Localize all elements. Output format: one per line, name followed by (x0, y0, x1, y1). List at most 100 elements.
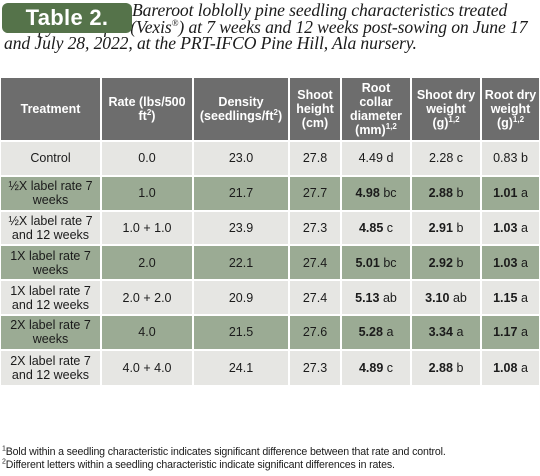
significance-letter: b (520, 151, 528, 166)
footnotes: 1Bold within a seedling characteristic i… (2, 445, 538, 472)
cell-shoot-dry-weight: 2.92 b (411, 244, 482, 281)
cell-root-dry-weight: 1.08 a (481, 348, 539, 385)
cell-rate: 1.0 (101, 174, 194, 211)
significance-letter: ab (452, 290, 467, 305)
significance-letter: b (456, 360, 464, 375)
cell-value: 0.83 (493, 151, 518, 166)
registered-mark: ® (171, 17, 179, 28)
table-row: 2X label rate 7 and 12 weeks 4.0 + 4.0 24.… (1, 348, 539, 385)
cell-root-collar-diameter: 4.85 c (341, 209, 412, 246)
cell-shoot-dry-weight: 2.88 b (411, 174, 482, 211)
header-root-dry-weight: Root dry weight (g)1,2 (481, 78, 539, 141)
cell-shoot-dry-weight: 3.34 a (411, 313, 482, 350)
cell-value: 5.28 (358, 325, 383, 340)
cell-density: 21.7 (193, 174, 290, 211)
cell-value: 2.28 (428, 151, 454, 166)
cell-shoot-dry-weight: 2.28 c (411, 140, 482, 176)
cell-shoot-height: 27.3 (289, 348, 342, 385)
cell-treatment: ½X label rate 7 and 12 weeks (1, 209, 102, 246)
table-label-badge: Table 2. (2, 3, 132, 33)
cell-shoot-height: 27.6 (289, 313, 342, 350)
cell-rate: 0.0 (101, 140, 194, 176)
cell-density: 23.0 (193, 140, 290, 176)
cell-treatment: 1X label rate 7 and 12 weeks (1, 279, 102, 315)
significance-letter: ab (382, 290, 397, 305)
cell-shoot-height: 27.3 (289, 209, 342, 246)
significance-letter: b (456, 220, 464, 235)
significance-letter: a (520, 325, 528, 340)
cell-shoot-dry-weight: 3.10 ab (411, 279, 482, 315)
cell-density: 21.5 (193, 313, 290, 350)
table-caption: Bareroot loblolly pine seedling characte… (0, 0, 540, 76)
cell-shoot-height: 27.7 (289, 174, 342, 211)
header-density: Density (seedlings/ft2) (193, 78, 290, 141)
cell-value: 4.98 (355, 186, 380, 201)
cell-root-dry-weight: 1.03 a (481, 209, 539, 246)
cell-root-collar-diameter: 5.13 ab (341, 279, 412, 315)
cell-treatment: 2X label rate 7 and 12 weeks (1, 348, 102, 385)
cell-root-dry-weight: 1.03 a (481, 244, 539, 281)
header-shoot-height: Shoot height (cm) (289, 78, 342, 141)
significance-letter: a (520, 255, 528, 270)
cell-value: 5.13 (355, 290, 380, 305)
cell-value: 2.91 (428, 220, 453, 235)
cell-value: 1.17 (493, 325, 518, 340)
significance-letter: c (386, 220, 394, 235)
cell-value: 4.85 (358, 220, 384, 235)
cell-treatment: 2X label rate 7 weeks (1, 313, 102, 350)
significance-letter: a (386, 325, 394, 340)
cell-shoot-height: 27.8 (289, 140, 342, 176)
header-root-collar-diameter: Root collar diameter (mm)1,2 (341, 78, 412, 141)
table-header-row: Treatment Rate (lbs/500 ft2) Density (se… (1, 78, 539, 141)
cell-density: 20.9 (193, 279, 290, 315)
header-treatment: Treatment (1, 78, 102, 141)
cell-shoot-dry-weight: 2.88 b (411, 348, 482, 385)
cell-value: 2.88 (428, 186, 453, 201)
cell-density: 22.1 (193, 244, 290, 281)
seedling-characteristics-table: Treatment Rate (lbs/500 ft2) Density (se… (1, 78, 539, 385)
cell-value: 1.01 (493, 186, 518, 201)
table-row: 1X label rate 7 weeks 2.0 22.1 27.4 5.01 bc 2… (1, 244, 539, 281)
cell-value: 1.08 (493, 360, 518, 375)
cell-density: 23.9 (193, 209, 290, 246)
cell-root-dry-weight: 0.83 b (481, 140, 539, 176)
table-body: Control 0.0 23.0 27.8 4.49 d 2.28 c 0.83 b ½X l… (1, 140, 539, 385)
table-row: Control 0.0 23.0 27.8 4.49 d 2.28 c 0.83 b (1, 140, 539, 176)
cell-treatment: ½X label rate 7 weeks (1, 174, 102, 211)
footnote-1: 1Bold within a seedling characteristic i… (2, 445, 446, 458)
cell-shoot-dry-weight: 2.91 b (411, 209, 482, 246)
cell-root-collar-diameter: 4.89 c (341, 348, 412, 385)
header-shoot-dry-weight: Shoot dry weight (g)1,2 (411, 78, 482, 141)
table-row: ½X label rate 7 and 12 weeks 1.0 + 1.0 23.… (1, 209, 539, 246)
cell-rate: 4.0 + 4.0 (101, 348, 194, 385)
cell-rate: 2.0 + 2.0 (101, 279, 194, 315)
cell-rate: 1.0 + 1.0 (101, 209, 194, 246)
cell-value: 3.34 (428, 325, 453, 340)
cell-shoot-height: 27.4 (289, 244, 342, 281)
significance-letter: b (456, 255, 464, 270)
cell-shoot-height: 27.4 (289, 279, 342, 315)
cell-treatment: 1X label rate 7 weeks (1, 244, 102, 281)
cell-value: 1.03 (493, 220, 518, 235)
cell-root-dry-weight: 1.01 a (481, 174, 539, 211)
cell-value: 4.49 (358, 151, 383, 166)
cell-value: 1.15 (493, 290, 518, 305)
cell-root-dry-weight: 1.15 a (481, 279, 539, 315)
cell-value: 5.01 (355, 255, 380, 270)
footnote-2: 2Different letters within a seedling cha… (2, 458, 395, 471)
header-rate: Rate (lbs/500 ft2) (101, 78, 194, 141)
table-row: 2X label rate 7 weeks 4.0 21.5 27.6 5.28 a 3.… (1, 313, 539, 350)
significance-letter: c (456, 151, 464, 166)
cell-root-collar-diameter: 4.49 d (341, 140, 412, 176)
significance-letter: a (456, 325, 464, 340)
cell-rate: 2.0 (101, 244, 194, 281)
cell-value: 3.10 (425, 290, 450, 305)
significance-letter: a (520, 220, 528, 235)
cell-rate: 4.0 (101, 313, 194, 350)
significance-letter: a (520, 186, 528, 201)
cell-root-collar-diameter: 5.01 bc (341, 244, 412, 281)
significance-letter: bc (383, 186, 397, 201)
significance-letter: d (386, 151, 394, 166)
significance-letter: c (386, 360, 394, 375)
significance-letter: a (520, 360, 528, 375)
